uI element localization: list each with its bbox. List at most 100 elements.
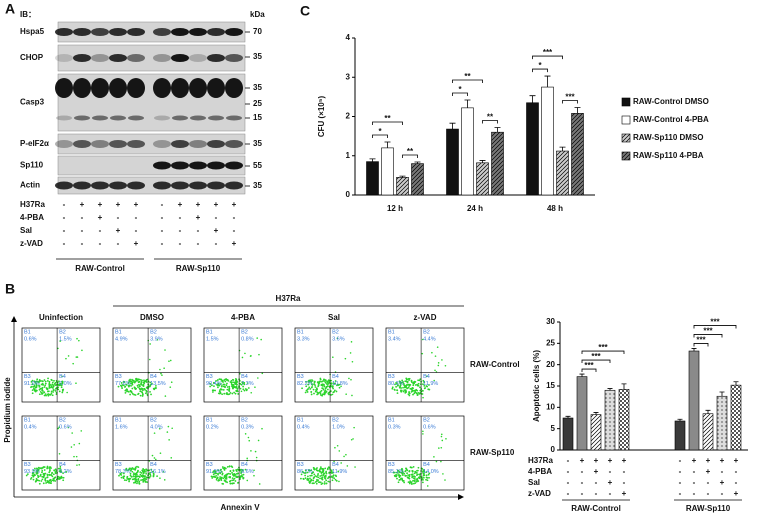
flow-event [50,378,53,381]
flow-event [50,385,53,387]
blot-band [91,78,109,98]
flow-event [80,430,83,432]
flow-event [135,379,138,382]
flow-event [136,482,138,485]
treatment-name: Sal [20,226,32,235]
flow-event [47,481,50,484]
flow-event [156,338,159,341]
flow-event [416,393,419,396]
flow-event [328,385,331,388]
flow-event [145,468,148,471]
treatment-sign: - [679,489,682,498]
legend-label: RAW-Control 4-PBA [633,115,709,124]
flow-plot [112,415,192,491]
flow-event [59,469,62,472]
quadrant-name: B2 [241,417,248,423]
flow-event [154,386,157,389]
quadrant-name: B1 [388,417,395,423]
flow-event [391,387,394,390]
flow-event [31,472,34,475]
quadrant-percent: 0.3% [241,424,254,430]
flow-event [323,481,326,483]
blot-band [91,28,109,36]
error-bar [399,175,406,178]
flow-event [226,379,229,381]
significance-bracket [581,350,625,355]
flow-event [41,469,44,472]
flow-event [331,476,334,479]
flow-event [145,386,148,389]
flow-event [143,379,145,382]
flow-event [417,379,419,382]
flow-event [310,478,313,481]
flow-event [240,390,243,393]
flow-event [149,471,151,474]
flow-event [261,372,264,375]
flow-event [422,476,425,479]
blot-band [110,115,126,121]
flow-event [441,439,444,442]
flow-event [232,475,235,477]
flow-event [131,387,134,390]
flow-event [235,380,238,383]
flow-event [408,481,411,484]
flow-event [35,380,38,383]
flow-event [324,474,327,477]
flow-event [149,381,152,384]
flow-event [141,478,144,481]
significance-label: ** [487,113,494,122]
blot-band [207,181,225,190]
blot-band [171,28,189,36]
error-bar [719,391,725,397]
flow-event [75,455,78,458]
flow-event [229,470,232,473]
flow-event [253,474,255,477]
flow-event [426,479,429,482]
flow-event [37,466,40,469]
quadrant-name: B2 [423,329,430,335]
treatment-sign: + [116,200,121,209]
blot-band [171,161,189,170]
treatment-sign: - [609,489,612,498]
legend-label: RAW-Sp110 4-PBA [633,151,704,160]
significance-label: ** [384,114,391,123]
bar [541,86,554,196]
flow-event [46,466,49,469]
flow-event [225,384,228,387]
flow-event [402,386,404,389]
flow-event [336,337,339,340]
blot-band [109,140,127,148]
flow-event [312,471,315,474]
flow-event [308,469,311,472]
flow-event [134,480,137,482]
blot-band [73,78,91,98]
quadrant-name: B3 [206,374,213,380]
flow-event [417,466,420,469]
flow-event [422,430,424,433]
flow-event [126,388,128,391]
flow-event [403,472,406,475]
flow-event [318,470,321,473]
flow-event [43,474,46,477]
flow-event [422,474,425,476]
flow-event [136,384,139,387]
quadrant-name: B3 [115,462,122,468]
flow-event [223,392,226,395]
column-title: 4-PBA [231,313,255,322]
error-bar [494,127,501,133]
quadrant-name: B4 [423,374,430,380]
flow-event [250,450,252,452]
treatment-sign: + [214,200,219,209]
column-title: Uninfection [39,313,83,322]
flow-event [408,474,411,476]
flow-event [419,378,422,381]
bar [526,102,539,196]
error-bar [369,158,376,162]
treatment-sign: + [232,200,237,209]
flow-event [257,377,259,379]
blot-band [226,115,242,121]
flow-event [152,473,155,476]
error-bar [621,383,627,390]
quadrant-name: B1 [24,329,31,335]
flow-event [344,357,347,360]
